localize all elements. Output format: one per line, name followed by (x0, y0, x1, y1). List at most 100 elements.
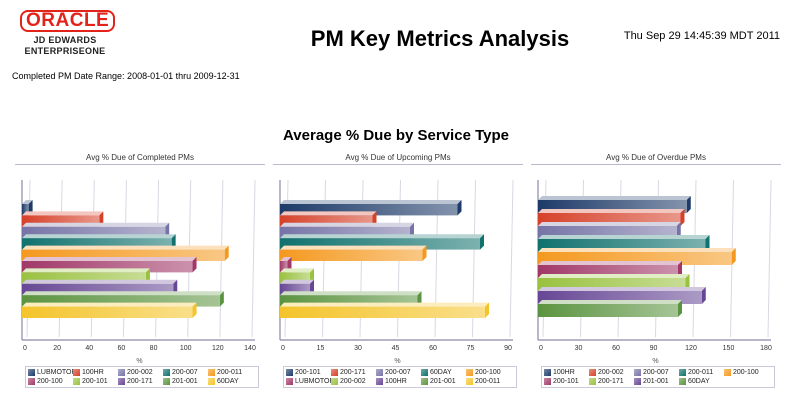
legend-label: 200-171 (598, 378, 624, 385)
legend-swatch (634, 378, 641, 385)
chart-completed: Avg % Due of Completed PMs 0 20 40 60 80 100 12… (15, 150, 265, 390)
legend-label: 200-002 (340, 378, 366, 385)
legend-label: LUBMOTOR (295, 378, 331, 385)
legend-item: 200-002 (331, 377, 376, 386)
bar-200-100 (22, 257, 197, 273)
bar (22, 295, 220, 307)
divider (273, 164, 523, 165)
bar-side (480, 234, 484, 250)
bar-side (457, 200, 462, 216)
bar-chart: 0 15 30 45 60 75 90% (279, 179, 514, 365)
legend-item: 201-001 (163, 377, 208, 386)
x-axis-label: % (652, 358, 658, 365)
bar-side (678, 300, 682, 317)
legend-item: 200-002 (118, 368, 163, 377)
date-range: Completed PM Date Range: 2008-01-01 thru… (12, 71, 240, 81)
bar-side (731, 248, 736, 265)
bar (280, 295, 418, 307)
legend-label: 200-007 (172, 369, 198, 376)
legend-swatch (466, 378, 473, 385)
bar (22, 261, 193, 273)
legend-swatch (163, 378, 170, 385)
legend-label: 200-100 (475, 369, 501, 376)
legend-label: 200-002 (127, 369, 153, 376)
bar-60DAY (22, 302, 197, 318)
legend-label: 200-101 (82, 378, 108, 385)
legend-item: 200-101 (544, 377, 589, 386)
legend-item: 200-171 (589, 377, 634, 386)
tick-label: 60 (429, 345, 437, 352)
legend-item: 200-101 (73, 377, 118, 386)
legend-swatch (208, 378, 215, 385)
bar-top (22, 302, 197, 307)
legend-item: 200-011 (679, 368, 724, 377)
bar-top (280, 245, 427, 250)
legend-label: 200-007 (385, 369, 411, 376)
tick-label: 0 (539, 345, 543, 352)
legend-swatch (376, 369, 383, 376)
bar-side (422, 245, 427, 261)
legend-item: 200-100 (466, 368, 511, 377)
bar-side (701, 287, 706, 304)
bar-top (22, 291, 224, 296)
legend-label: 200-011 (475, 378, 501, 385)
bar-side (192, 302, 197, 318)
bar (22, 226, 166, 239)
bar-top (538, 209, 685, 213)
legend-swatch (286, 369, 293, 376)
legend-swatch (679, 378, 686, 385)
bar-side (192, 257, 197, 273)
tick-label: 80 (150, 345, 158, 352)
bar-200-011 (22, 245, 229, 261)
legend-item: 201-001 (634, 377, 679, 386)
legend-swatch (466, 369, 473, 376)
legend-item: 200-007 (634, 368, 679, 377)
bar-top (538, 261, 682, 265)
legend-item: 200-007 (163, 368, 208, 377)
legend-item: LUBMOTOR (286, 377, 331, 386)
bar (22, 215, 100, 227)
bar-60DAY (538, 300, 682, 317)
bar-top (280, 302, 489, 307)
x-axis-label: % (136, 358, 142, 365)
bar-top (538, 274, 690, 278)
bar-top (538, 196, 691, 200)
logo-oracle: ORACLE (20, 10, 116, 32)
bar-top (280, 200, 462, 204)
legend-swatch (421, 369, 428, 376)
legend-label: 200-171 (127, 378, 153, 385)
tick-label: 90 (650, 345, 658, 352)
bar-side (219, 291, 224, 307)
bar (280, 261, 288, 273)
legend-swatch (544, 378, 551, 385)
bar-top (280, 211, 377, 216)
bar-top (280, 234, 484, 239)
tick-label: 180 (760, 345, 772, 352)
bar (280, 249, 423, 261)
oracle-jde-logo: ORACLE JD EDWARDS ENTERPRISEONE (20, 10, 116, 57)
tick-label: 150 (723, 345, 735, 352)
legend-swatch (28, 369, 35, 376)
bar (280, 215, 373, 227)
bar-200-011 (280, 302, 489, 318)
tick-label: 100 (180, 345, 192, 352)
legend-item: 60DAY (421, 368, 466, 377)
legend-label: 60DAY (430, 369, 452, 376)
chart-overdue: Avg % Due of Overdue PMs 0 30 60 90 120 150 180… (531, 150, 781, 390)
legend-item: 60DAY (679, 377, 724, 386)
bar (280, 272, 310, 284)
chart-subtitle: Avg % Due of Upcoming PMs (345, 153, 451, 162)
legend-label: 201-001 (643, 378, 669, 385)
legend-item: 200-007 (376, 368, 421, 377)
legend-item: 200-011 (466, 377, 511, 386)
legend: 100HR 200-002 200-007 200-011 200-100 200-101… (541, 366, 775, 388)
bar (22, 204, 29, 216)
legend-label: 200-100 (37, 378, 63, 385)
legend-label: 60DAY (688, 378, 710, 385)
bar-chart: 0 30 60 90 120 150 180% (537, 179, 772, 365)
chart-subtitle: Avg % Due of Completed PMs (86, 153, 194, 162)
bar-201-001 (22, 291, 224, 307)
bar-top (280, 222, 414, 227)
bar-top (538, 248, 736, 252)
